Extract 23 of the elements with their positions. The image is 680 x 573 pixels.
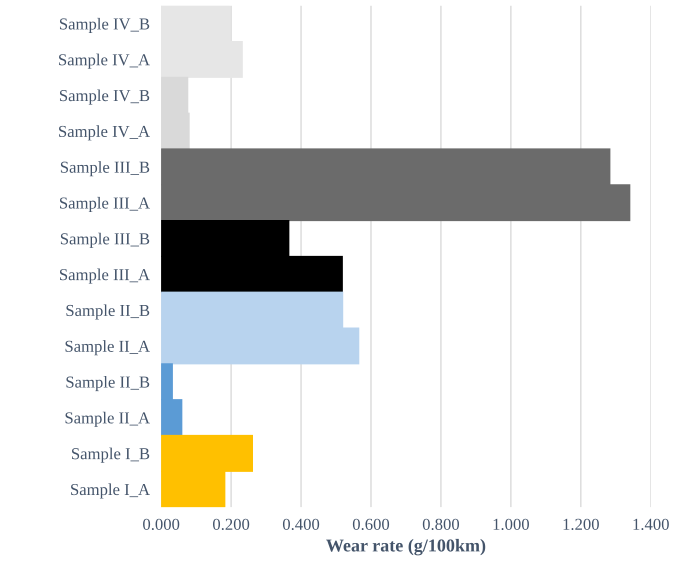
y-tick-label: Sample III_A	[60, 268, 150, 284]
y-tick-label: Sample III_B	[60, 232, 150, 248]
y-tick-label: Sample IV_B	[60, 89, 150, 105]
y-tick-label: Sample II_B	[66, 304, 150, 320]
x-tick-label: 0.600	[352, 518, 390, 530]
x-tick-label: 0.000	[143, 518, 180, 530]
y-tick-label: Sample I_B	[72, 448, 150, 463]
y-tick-label: Sample II_B	[66, 376, 150, 392]
x-axis-title: Wear rate (g/100km)	[326, 538, 486, 556]
x-tick-label: 0.200	[212, 518, 250, 530]
x-tick-label: 1.400	[633, 518, 669, 530]
y-tick-label: Sample III_A	[60, 196, 150, 212]
y-tick-label: Sample II_A	[66, 412, 150, 427]
y-tick-label: Sample IV_A	[59, 125, 150, 140]
y-tick-label: Sample IV_B	[60, 18, 150, 33]
y-tick-label: Sample I_A	[71, 483, 150, 499]
y-tick-label: Sample IV_A	[59, 54, 150, 69]
y-tick-label: Sample II_A	[66, 340, 150, 356]
x-tick-label: 1.000	[494, 518, 529, 530]
x-tick-label: 0.400	[282, 518, 320, 530]
y-tick-label: Sample III_B	[60, 161, 150, 176]
x-tick-label: 0.800	[422, 518, 460, 530]
x-tick-label: 1.200	[564, 518, 599, 530]
